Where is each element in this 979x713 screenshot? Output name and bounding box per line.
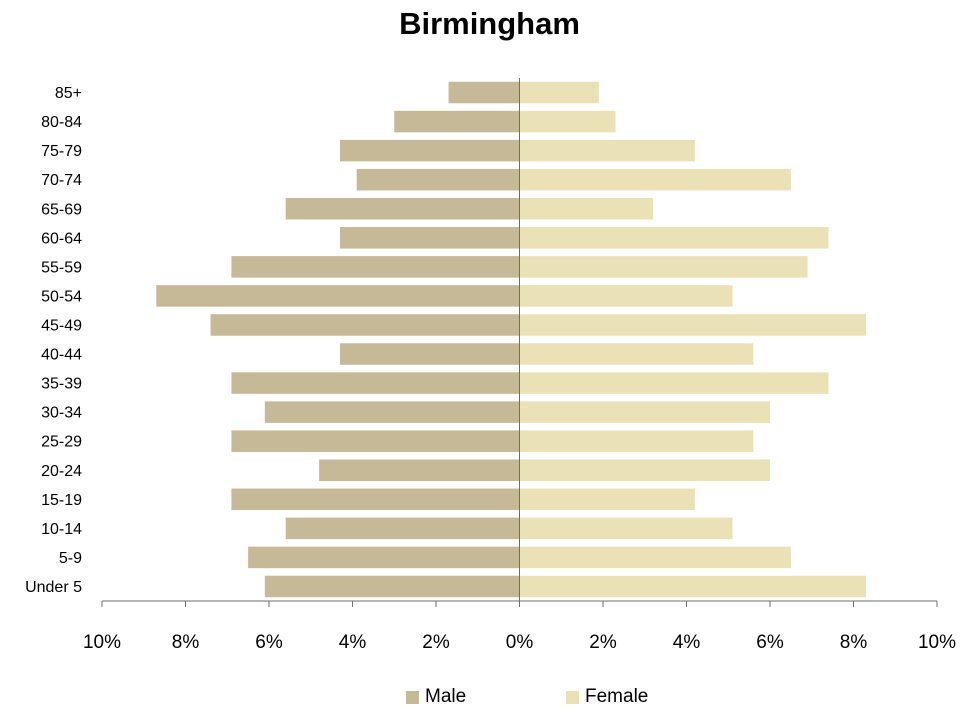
y-tick-label: 65-69 <box>41 201 82 218</box>
bar-male-50-54 <box>156 285 520 307</box>
y-tick-label: 85+ <box>55 85 82 102</box>
bar-male-60-64 <box>339 227 520 249</box>
x-tick-label: 4% <box>339 632 367 653</box>
x-tick-label: 8% <box>840 632 868 653</box>
x-tick-label: 6% <box>756 632 784 653</box>
legend-item-female: Female <box>566 686 648 708</box>
y-tick-label: 30-34 <box>41 405 82 422</box>
bar-male-35-39 <box>231 372 520 394</box>
y-tick-label: 5-9 <box>59 550 82 567</box>
chart-title: Birmingham <box>399 6 580 41</box>
bar-female-50-54 <box>519 285 733 307</box>
bar-female-5-9 <box>519 546 791 569</box>
bar-male-under-5 <box>264 575 520 598</box>
bar-male-30-34 <box>264 401 520 423</box>
y-tick-label: 40-44 <box>41 347 82 364</box>
bar-male-80-84 <box>394 110 520 133</box>
y-tick-label: 55-59 <box>41 259 82 276</box>
bar-female-65-69 <box>519 197 654 220</box>
legend-item-male: Male <box>406 686 466 708</box>
bar-male-55-59 <box>231 256 520 278</box>
x-tick-label: 8% <box>172 632 200 653</box>
bar-male-85+ <box>448 81 520 104</box>
bars-layer <box>156 81 867 598</box>
legend-swatch-male <box>406 690 419 704</box>
bar-male-75-79 <box>339 139 520 162</box>
labels-layer: Under 5 5-9 10-14 15-19 20-24 25-29 30-34 35-39… <box>25 85 956 653</box>
bar-male-20-24 <box>319 459 520 482</box>
bar-female-70-74 <box>519 168 791 191</box>
bar-male-70-74 <box>356 168 520 191</box>
y-tick-label: 20-24 <box>41 463 82 480</box>
bar-male-40-44 <box>339 343 520 365</box>
legend: Male Female <box>0 686 979 712</box>
x-tick-label: 10% <box>918 632 956 653</box>
x-tick-label: 2% <box>422 632 450 653</box>
bar-female-10-14 <box>519 517 733 540</box>
bar-female-40-44 <box>519 343 754 365</box>
axis-layer <box>101 78 938 607</box>
y-tick-label: 80-84 <box>41 114 82 131</box>
bar-female-under-5 <box>519 575 867 598</box>
legend-swatch-female <box>566 690 579 704</box>
y-tick-label: Under 5 <box>25 579 82 596</box>
x-tick-label: 6% <box>255 632 283 653</box>
bar-female-20-24 <box>519 459 770 482</box>
bar-male-5-9 <box>248 546 520 569</box>
y-tick-label: 60-64 <box>41 230 82 247</box>
bar-male-15-19 <box>231 488 520 511</box>
x-tick-label: 2% <box>589 632 617 653</box>
bar-female-75-79 <box>519 139 695 162</box>
y-tick-label: 10-14 <box>41 521 82 538</box>
bar-female-35-39 <box>519 372 829 394</box>
bar-female-30-34 <box>519 401 770 423</box>
bar-male-65-69 <box>285 197 520 220</box>
legend-label-male: Male <box>425 686 467 707</box>
bar-male-25-29 <box>231 430 520 452</box>
bar-female-45-49 <box>519 314 867 336</box>
bar-male-45-49 <box>210 314 520 336</box>
y-tick-label: 45-49 <box>41 317 82 334</box>
bar-female-55-59 <box>519 256 808 278</box>
bar-female-85+ <box>519 81 599 104</box>
x-tick-label: 0% <box>506 632 534 653</box>
bar-female-15-19 <box>519 488 695 511</box>
bar-female-80-84 <box>519 110 616 133</box>
y-tick-label: 50-54 <box>41 288 82 305</box>
y-tick-label: 25-29 <box>41 434 82 451</box>
y-tick-label: 70-74 <box>41 172 82 189</box>
y-tick-label: 35-39 <box>41 376 82 393</box>
y-tick-label: 15-19 <box>41 492 82 509</box>
x-tick-label: 10% <box>83 632 121 653</box>
x-tick-label: 4% <box>673 632 701 653</box>
legend-label-female: Female <box>585 686 649 707</box>
y-tick-label: 75-79 <box>41 143 82 160</box>
bar-female-60-64 <box>519 227 829 249</box>
bar-male-10-14 <box>285 517 520 540</box>
bar-female-25-29 <box>519 430 754 452</box>
